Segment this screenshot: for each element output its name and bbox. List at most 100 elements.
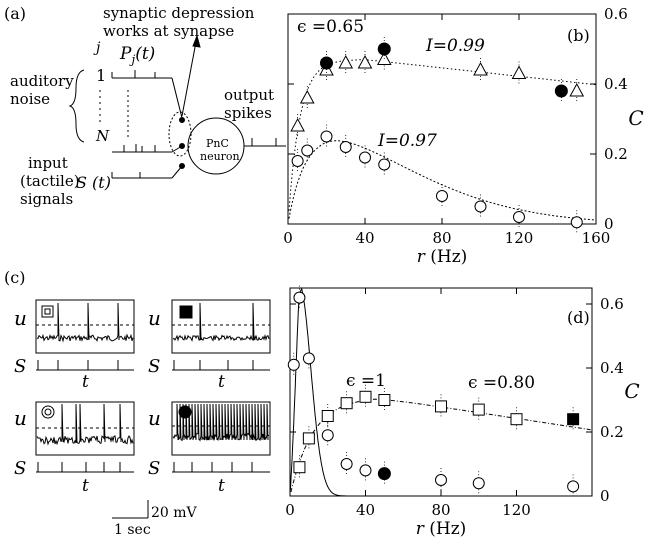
- x-axis-label: r (Hz): [417, 247, 468, 267]
- spikes-label: spikes: [224, 104, 272, 122]
- panel-label-b: (b): [567, 26, 590, 45]
- c-u-label-3: u: [14, 406, 27, 430]
- synapse-1: [179, 117, 185, 123]
- c-s-label-1: S: [14, 356, 27, 377]
- data-point: [554, 84, 568, 98]
- panel-label-a: (a): [4, 4, 27, 23]
- synapse-s: [179, 163, 185, 169]
- c-s-label-2: S: [148, 356, 161, 377]
- data-point: [378, 158, 391, 171]
- panel-label-d: (d): [567, 308, 590, 327]
- data-point: [359, 390, 372, 403]
- brace: [68, 69, 85, 143]
- data-point: [377, 467, 391, 481]
- data-point: [293, 291, 306, 304]
- y-tick-label: 0.6: [600, 295, 624, 313]
- membrane-trace-2: [172, 302, 270, 342]
- chart-panel-d: 0 40 80 120 0 0.2 0.4 0.6 r (Hz) Cϵ =1 ϵ =0.80: [285, 285, 640, 539]
- data-point: [513, 211, 525, 223]
- stimulus-train-3: [36, 462, 134, 473]
- data-point: [435, 400, 447, 413]
- one-label: 1: [96, 66, 107, 85]
- stimulus-train-1: [36, 360, 134, 371]
- data-point: [340, 458, 353, 470]
- data-point: [377, 42, 391, 56]
- panel-c-traces: [35, 299, 271, 519]
- data-point: [570, 216, 583, 229]
- x-tick-label: 80: [432, 229, 451, 247]
- pnc-neuron: [187, 117, 245, 175]
- c-t-label-2: t: [218, 372, 225, 392]
- data-point: [511, 65, 527, 79]
- y-tick-label: 0: [600, 487, 610, 505]
- c-s-label-4: S: [148, 458, 161, 479]
- diagram-a: [68, 34, 286, 179]
- data-point: [302, 432, 315, 445]
- synaptic-label-1: synaptic depression: [103, 4, 255, 22]
- neuron-label-1: PnC: [206, 137, 229, 150]
- data-point: [567, 413, 580, 426]
- c-u-label-1: u: [14, 306, 27, 330]
- x-axis-label: r (Hz): [416, 519, 467, 539]
- fit-curve-eps1: [289, 287, 404, 497]
- neuron-label-2: neuron: [200, 150, 240, 163]
- x-tick-label: 40: [355, 229, 374, 247]
- data-point: [473, 61, 488, 76]
- square-open-inner-icon: [44, 308, 51, 315]
- synaptic-label-2: works at synapse: [103, 22, 235, 40]
- data-point: [293, 461, 306, 474]
- square-filled-icon: [179, 305, 193, 319]
- trace-box-1: [35, 299, 135, 354]
- output-label: output: [224, 86, 275, 104]
- data-point: [436, 190, 448, 202]
- stimulus-train-2: [172, 360, 270, 371]
- c-s-label-3: S: [14, 458, 27, 479]
- c-t-label-1: t: [82, 372, 89, 392]
- membrane-trace-3: [36, 403, 134, 446]
- circle-filled-icon: [178, 405, 192, 419]
- scale-time-label: 1 sec: [114, 522, 151, 538]
- data-point: [567, 480, 580, 493]
- pj-label: Pj(t): [120, 44, 156, 67]
- c-u-label-2: u: [148, 306, 161, 330]
- trace-box-4: [171, 401, 271, 456]
- data-point: [320, 56, 333, 70]
- annotation-i-bottom: I=0.97: [377, 131, 437, 151]
- tactile-label: (tactile): [20, 172, 80, 190]
- x-tick-label: 0: [285, 501, 295, 519]
- auditory-label: auditory: [10, 72, 74, 90]
- n-label: N: [96, 127, 110, 145]
- data-point: [339, 141, 352, 153]
- y-tick-label: 0.4: [604, 75, 628, 93]
- annotation-epsilon-1: ϵ =1: [346, 371, 386, 391]
- data-point: [338, 54, 354, 69]
- data-point: [359, 464, 372, 477]
- data-point: [301, 144, 314, 157]
- st-label: S (t): [76, 173, 111, 192]
- c-t-label-4: t: [218, 476, 225, 496]
- y-axis-label: C: [628, 106, 643, 130]
- circle-open-icon: [41, 405, 55, 419]
- y-tick-label: 0.2: [600, 423, 624, 441]
- y-tick-label: 0: [604, 215, 614, 233]
- noise-label: noise: [10, 90, 51, 108]
- circle-open-inner-icon: [44, 408, 52, 416]
- data-point: [472, 403, 485, 416]
- membrane-trace-1: [36, 302, 134, 343]
- x-tick-label: 80: [431, 501, 450, 519]
- x-tick-label: 0: [283, 229, 293, 247]
- data-point: [378, 394, 391, 406]
- annotation-epsilon-080: ϵ =0.80: [468, 373, 535, 393]
- data-point: [321, 429, 334, 442]
- data-point: [472, 477, 485, 490]
- data-point: [321, 410, 334, 422]
- data-point: [569, 82, 585, 97]
- plot-frame: [289, 287, 593, 497]
- x-tick-label: 120: [502, 501, 531, 519]
- data-point: [287, 358, 300, 371]
- arrow-head-icon: [192, 34, 201, 48]
- data-point: [320, 130, 333, 143]
- panel-label-c: (c): [4, 268, 26, 287]
